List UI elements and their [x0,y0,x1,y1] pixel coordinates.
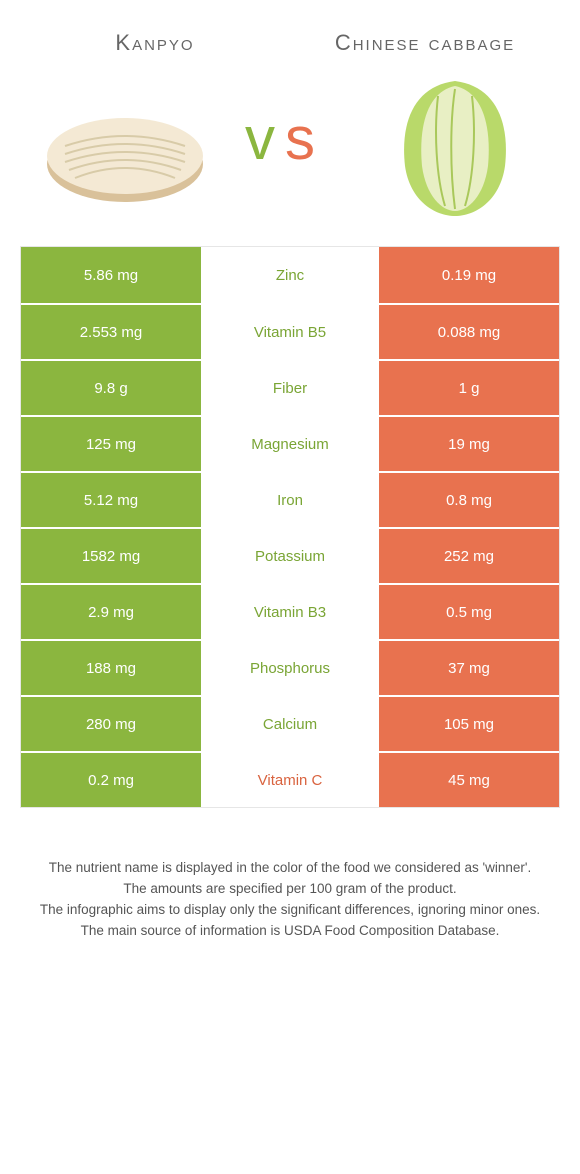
nutrient-label: Vitamin B5 [201,305,379,359]
value-right: 0.5 mg [379,585,559,639]
footer-line: The infographic aims to display only the… [30,900,550,921]
value-left: 1582 mg [21,529,201,583]
value-right: 45 mg [379,753,559,807]
value-left: 5.86 mg [21,247,201,303]
nutrient-label: Zinc [201,247,379,303]
value-left: 2.553 mg [21,305,201,359]
footer-line: The nutrient name is displayed in the co… [30,858,550,879]
food-title-right: Chinese cabbage [290,30,560,56]
value-right: 1 g [379,361,559,415]
value-right: 105 mg [379,697,559,751]
table-row: 125 mgMagnesium19 mg [21,415,559,471]
footer-notes: The nutrient name is displayed in the co… [0,808,580,982]
footer-line: The amounts are specified per 100 gram o… [30,879,550,900]
value-left: 5.12 mg [21,473,201,527]
vs-s-icon: s [285,105,315,172]
value-right: 252 mg [379,529,559,583]
nutrient-label: Fiber [201,361,379,415]
value-right: 19 mg [379,417,559,471]
kanpyo-icon [35,86,215,206]
table-row: 5.12 mgIron0.8 mg [21,471,559,527]
vs-v-icon: v [245,105,275,172]
nutrient-label: Iron [201,473,379,527]
value-left: 9.8 g [21,361,201,415]
value-right: 37 mg [379,641,559,695]
table-row: 280 mgCalcium105 mg [21,695,559,751]
nutrient-label: Vitamin C [201,753,379,807]
value-left: 125 mg [21,417,201,471]
value-left: 0.2 mg [21,753,201,807]
nutrient-label: Calcium [201,697,379,751]
value-left: 2.9 mg [21,585,201,639]
footer-line: The main source of information is USDA F… [30,921,550,942]
value-left: 280 mg [21,697,201,751]
nutrient-label: Magnesium [201,417,379,471]
nutrient-label: Potassium [201,529,379,583]
cabbage-icon [390,71,520,221]
value-right: 0.19 mg [379,247,559,303]
table-row: 2.553 mgVitamin B50.088 mg [21,303,559,359]
food-image-right [365,86,545,206]
value-right: 0.8 mg [379,473,559,527]
comparison-table: 5.86 mgZinc0.19 mg2.553 mgVitamin B50.08… [20,246,560,808]
value-left: 188 mg [21,641,201,695]
food-title-left: Kanpyo [20,30,290,56]
table-row: 188 mgPhosphorus37 mg [21,639,559,695]
nutrient-label: Phosphorus [201,641,379,695]
value-right: 0.088 mg [379,305,559,359]
hero: v s [0,76,580,246]
table-row: 1582 mgPotassium252 mg [21,527,559,583]
table-row: 9.8 gFiber1 g [21,359,559,415]
food-image-left [35,86,215,206]
table-row: 5.86 mgZinc0.19 mg [21,247,559,303]
table-row: 2.9 mgVitamin B30.5 mg [21,583,559,639]
vs-label: v s [235,104,345,188]
nutrient-label: Vitamin B3 [201,585,379,639]
table-row: 0.2 mgVitamin C45 mg [21,751,559,807]
header: Kanpyo Chinese cabbage [0,0,580,76]
